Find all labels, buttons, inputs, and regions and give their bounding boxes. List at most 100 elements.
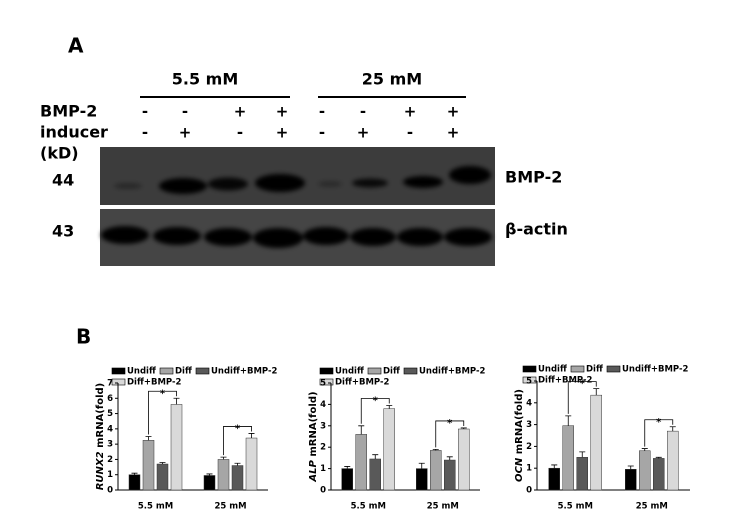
y-tick-label: 1 — [320, 464, 326, 474]
y-axis-label: OCN mRNA(fold) — [514, 389, 525, 482]
row-label: BMP-2 — [40, 102, 97, 121]
significance-bracket — [148, 390, 177, 435]
y-tick-label: 4 — [526, 398, 532, 408]
x-tick-label: 25 mM — [636, 502, 668, 512]
legend-swatch — [159, 367, 174, 375]
legend-swatch — [367, 367, 382, 375]
error-bar — [641, 448, 648, 451]
y-label-text: mRNA(fold) — [95, 383, 106, 448]
bar — [245, 437, 258, 491]
legend-swatch — [319, 367, 334, 375]
y-tick-label: 3 — [107, 440, 113, 450]
x-tick-label: 25 mM — [427, 502, 459, 512]
lane-sign: + — [234, 103, 247, 121]
lane-sign: + — [404, 103, 417, 121]
protein-label: BMP-2 — [505, 168, 562, 187]
bar — [548, 467, 560, 491]
error-bar — [344, 466, 351, 469]
protein-label: β-actin — [505, 220, 568, 239]
error-bar — [432, 448, 439, 451]
significance-label: * — [373, 395, 379, 406]
bar — [203, 475, 216, 491]
legend-swatch — [403, 367, 418, 375]
y-tick-label: 0 — [107, 486, 113, 496]
error-bar — [669, 426, 676, 432]
lane-sign: - — [182, 103, 188, 121]
lane-sign: - — [142, 124, 148, 142]
x-tick-label: 5.5 mM — [558, 502, 593, 512]
error-bar — [418, 462, 425, 469]
error-bar — [173, 397, 180, 405]
error-bar — [206, 473, 213, 476]
legend-label: Diff — [383, 367, 400, 377]
lane-sign: + — [447, 103, 460, 121]
lane-sign: - — [319, 103, 325, 121]
significance-label: * — [656, 417, 662, 428]
gene-name: OCN — [514, 457, 525, 482]
lane-sign: + — [447, 124, 460, 142]
y-axis-label: RUNX2 mRNA(fold) — [95, 383, 106, 491]
bar — [653, 458, 665, 491]
error-bar — [655, 456, 662, 459]
bar — [667, 430, 679, 491]
bar — [217, 459, 230, 491]
lane-sign: - — [360, 103, 366, 121]
y-tick-label: 5 — [107, 409, 113, 419]
y-tick-label: 0 — [526, 486, 532, 496]
lane-sign: + — [276, 103, 289, 121]
significance-label: * — [160, 388, 166, 399]
error-bar — [131, 472, 138, 475]
significance-bracket — [435, 420, 465, 448]
y-tick-label: 2 — [320, 443, 326, 453]
legend-label: Undiff — [538, 365, 567, 375]
error-bar — [220, 456, 227, 460]
legend-label: Undiff — [127, 367, 156, 377]
lane-sign: - — [237, 124, 243, 142]
y-tick-label: 3 — [526, 420, 532, 430]
legend-swatch — [319, 378, 334, 386]
row-label: (kD) — [40, 144, 79, 163]
significance-label: * — [580, 379, 586, 390]
y-tick-label: 1 — [107, 470, 113, 480]
error-bar — [565, 415, 572, 426]
bar — [156, 463, 169, 491]
lane-sign: + — [179, 124, 192, 142]
y-label-text: mRNA(fold) — [514, 389, 525, 454]
bands-bmp2 — [114, 166, 491, 194]
bar — [231, 465, 244, 491]
panel-label: A — [68, 34, 84, 58]
y-axis-label: ALP mRNA(fold) — [308, 391, 319, 482]
legend-swatch — [522, 376, 537, 384]
bands-actin — [101, 226, 492, 248]
y-tick-label: 7 — [107, 379, 113, 389]
significance-bracket — [360, 398, 390, 424]
bar — [383, 408, 395, 491]
error-bar — [627, 465, 634, 470]
significance-bracket — [223, 426, 252, 456]
significance-label: * — [235, 423, 241, 434]
row-label: inducer — [40, 123, 108, 142]
bar — [639, 450, 651, 491]
lane-sign: - — [319, 124, 325, 142]
panel-label: B — [76, 325, 91, 349]
bar — [562, 425, 574, 491]
x-tick-label: 5.5 mM — [138, 502, 173, 512]
error-bar — [145, 436, 152, 441]
error-bar — [372, 454, 379, 459]
bar — [369, 458, 381, 491]
marker-label: 44 — [52, 171, 74, 190]
error-bar — [446, 456, 453, 461]
significance-bracket — [567, 381, 597, 414]
y-tick-label: 5 — [526, 377, 532, 387]
bar — [170, 404, 183, 491]
legend-swatch — [522, 365, 537, 373]
significance-label: * — [447, 418, 453, 429]
bar — [458, 428, 470, 491]
gene-name: RUNX2 — [95, 451, 106, 490]
legend-swatch — [111, 367, 126, 375]
legend-label: Undiff+BMP-2 — [419, 367, 486, 377]
bar — [444, 459, 456, 491]
bar — [355, 434, 367, 491]
error-bar — [593, 388, 600, 396]
bar — [341, 468, 353, 491]
